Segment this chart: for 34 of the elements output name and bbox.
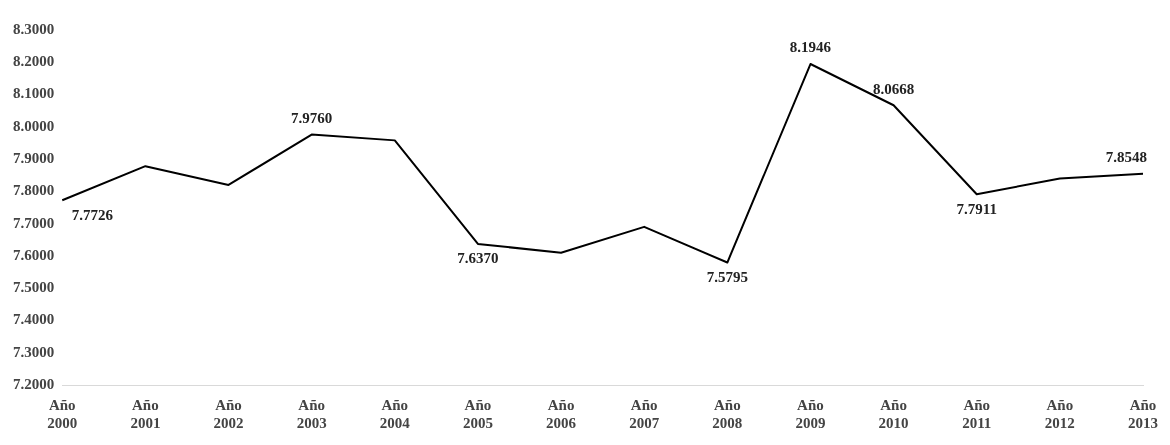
y-tick-label: 7.3000 <box>13 343 55 360</box>
x-tick-label: Año 2010 <box>878 396 909 431</box>
x-tick-label: Año 2013 <box>1128 396 1158 431</box>
x-tick-label: Año 2011 <box>962 396 992 431</box>
y-tick-label: 7.5000 <box>13 279 55 296</box>
data-label: 7.8548 <box>1105 149 1147 166</box>
y-tick-label: 7.4000 <box>13 311 55 328</box>
x-tick-label: Año 2005 <box>462 396 493 431</box>
data-label: 7.9760 <box>291 109 333 126</box>
y-tick-label: 7.8000 <box>13 182 55 199</box>
y-tick-label: 8.1000 <box>13 85 55 102</box>
data-label: 7.5795 <box>706 268 748 285</box>
y-tick-label: 7.2000 <box>13 375 55 392</box>
x-tick-label: Año 2012 <box>1044 396 1075 431</box>
x-tick-label: Año 2004 <box>379 396 411 431</box>
y-tick-label: 8.2000 <box>13 53 55 70</box>
data-label: 7.6370 <box>457 250 499 267</box>
x-tick-label: Año 2000 <box>47 396 78 431</box>
data-label: 7.7726 <box>71 206 114 223</box>
x-tick-label: Año 2003 <box>296 396 327 431</box>
data-label: 8.1946 <box>789 39 832 56</box>
y-tick-label: 7.7000 <box>13 214 55 231</box>
data-label: 7.7911 <box>956 200 997 217</box>
x-tick-label: Año 2009 <box>795 396 826 431</box>
y-tick-label: 8.0000 <box>13 117 55 134</box>
data-label: 8.0668 <box>872 80 915 97</box>
x-tick-label: Año 2008 <box>712 396 743 431</box>
x-tick-label: Año 2002 <box>213 396 244 431</box>
x-tick-label: Año 2001 <box>130 396 161 431</box>
y-tick-label: 8.3000 <box>13 20 55 37</box>
y-tick-label: 7.6000 <box>13 246 55 263</box>
x-tick-label: Año 2006 <box>546 396 577 431</box>
x-tick-label: Año 2007 <box>629 396 660 431</box>
y-tick-label: 7.9000 <box>13 149 55 166</box>
